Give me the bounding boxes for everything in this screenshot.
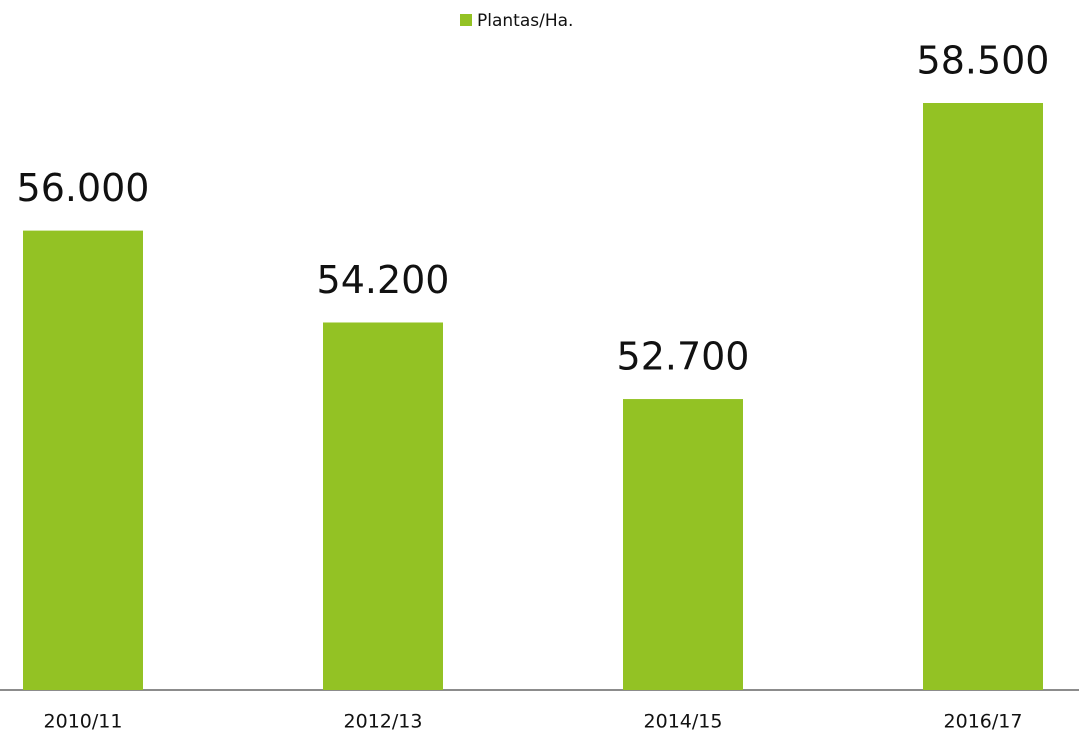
bar (323, 322, 443, 690)
legend-label: Plantas/Ha. (477, 11, 573, 31)
value-label: 58.500 (917, 39, 1050, 83)
value-label: 54.200 (317, 258, 450, 302)
bar (923, 103, 1043, 690)
x-tick-label: 2012/13 (344, 711, 423, 733)
x-tick-label: 2016/17 (944, 711, 1023, 733)
x-tick-label: 2014/15 (644, 711, 723, 733)
legend-swatch (460, 14, 472, 26)
bar (23, 230, 143, 690)
x-tick-label: 2010/11 (44, 711, 123, 733)
value-label: 56.000 (17, 166, 150, 210)
value-label: 52.700 (617, 335, 750, 379)
bar (623, 399, 743, 690)
